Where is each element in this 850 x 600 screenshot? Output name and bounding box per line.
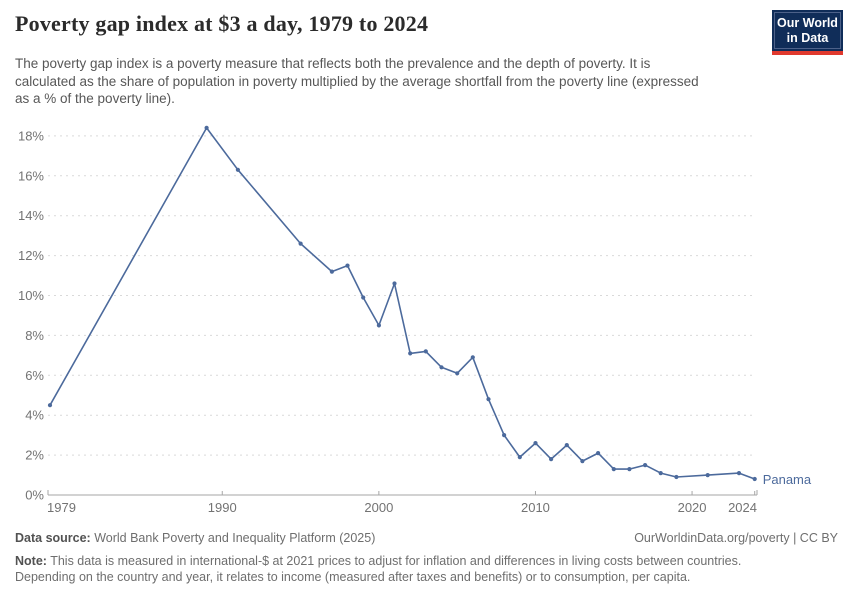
- datasource-text: World Bank Poverty and Inequality Platfo…: [90, 531, 376, 545]
- footer-datasource-line: OurWorldinData.org/poverty | CC BY Data …: [15, 531, 838, 545]
- data-point-marker[interactable]: [752, 476, 757, 482]
- data-point-marker[interactable]: [611, 467, 616, 472]
- data-point-marker[interactable]: [361, 295, 366, 300]
- note-text: This data is measured in international-$…: [15, 554, 742, 585]
- data-point-marker[interactable]: [658, 471, 663, 476]
- data-point-marker[interactable]: [627, 467, 632, 472]
- y-axis-tick-label: 10%: [18, 288, 44, 303]
- note-label: Note:: [15, 554, 47, 568]
- data-point-marker[interactable]: [470, 355, 475, 360]
- data-point-marker[interactable]: [549, 457, 554, 462]
- data-point-marker[interactable]: [736, 471, 742, 476]
- data-point-marker[interactable]: [329, 269, 334, 274]
- data-point-marker[interactable]: [423, 349, 428, 354]
- data-point-marker[interactable]: [376, 323, 381, 328]
- y-axis-tick-label: 18%: [18, 128, 44, 143]
- data-point-marker[interactable]: [502, 433, 507, 438]
- x-axis-tick-label: 2024: [728, 500, 757, 515]
- chart-subtitle: The poverty gap index is a poverty measu…: [15, 56, 699, 107]
- x-axis-tick-label: 2000: [364, 500, 393, 515]
- data-point-marker[interactable]: [204, 125, 209, 130]
- y-axis-tick-label: 16%: [18, 168, 44, 183]
- data-point-marker[interactable]: [298, 241, 303, 246]
- x-axis-tick-label: 1979: [47, 500, 76, 515]
- y-axis-tick-label: 2%: [25, 448, 44, 463]
- data-point-marker[interactable]: [705, 473, 710, 478]
- data-point-marker[interactable]: [486, 397, 491, 402]
- x-axis-tick-label: 2020: [678, 500, 707, 515]
- y-axis-tick-label: 6%: [25, 368, 44, 383]
- x-axis-tick-label: 2010: [521, 500, 550, 515]
- y-axis-tick-label: 0%: [25, 488, 44, 503]
- x-axis-tick-label: 1990: [208, 500, 237, 515]
- data-point-marker[interactable]: [455, 371, 460, 376]
- footer-note: Note: This data is measured in internati…: [15, 553, 775, 586]
- data-point-marker[interactable]: [517, 455, 522, 460]
- data-point-marker[interactable]: [580, 459, 585, 464]
- y-axis-tick-label: 14%: [18, 208, 44, 223]
- y-axis-tick-label: 8%: [25, 328, 44, 343]
- owid-logo-line1: Our World: [777, 15, 838, 30]
- data-point-marker[interactable]: [47, 403, 53, 408]
- data-point-marker[interactable]: [533, 441, 538, 446]
- data-point-marker[interactable]: [596, 451, 601, 456]
- series-label-panama[interactable]: Panama: [763, 472, 812, 487]
- page-title: Poverty gap index at $3 a day, 1979 to 2…: [15, 11, 429, 36]
- data-point-marker[interactable]: [392, 281, 397, 286]
- y-axis-tick-label: 12%: [18, 248, 44, 263]
- y-axis-tick-label: 4%: [25, 408, 44, 423]
- data-point-marker[interactable]: [408, 351, 413, 356]
- data-point-marker[interactable]: [345, 263, 350, 268]
- trend-line[interactable]: [49, 127, 756, 480]
- data-point-marker[interactable]: [235, 167, 240, 172]
- owid-logo-line2: in Data: [786, 30, 829, 45]
- attribution-link[interactable]: OurWorldinData.org/poverty | CC BY: [634, 531, 838, 545]
- data-point-marker[interactable]: [674, 474, 679, 480]
- data-point-marker[interactable]: [643, 463, 648, 468]
- data-point-marker[interactable]: [564, 443, 569, 448]
- owid-logo[interactable]: Our World in Data: [772, 10, 843, 55]
- datasource-label: Data source:: [15, 531, 91, 545]
- data-point-marker[interactable]: [439, 365, 444, 370]
